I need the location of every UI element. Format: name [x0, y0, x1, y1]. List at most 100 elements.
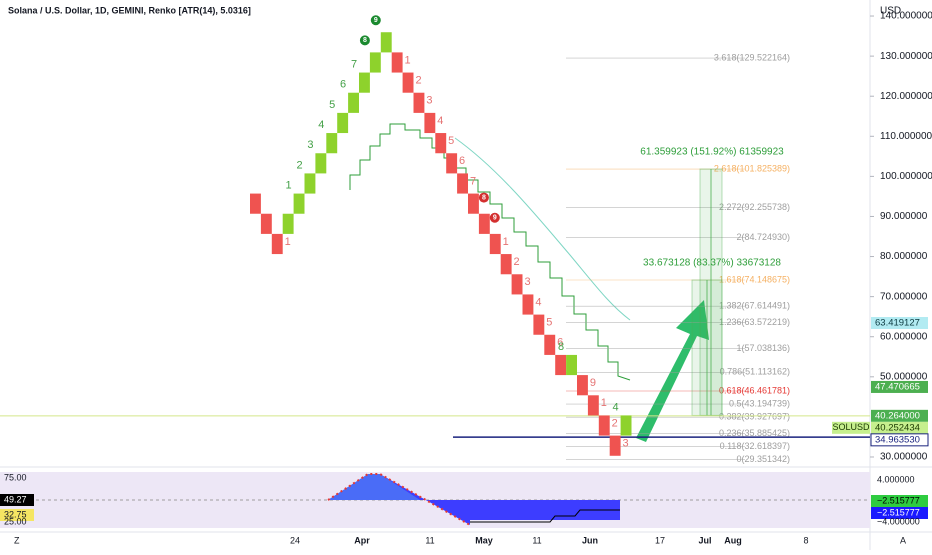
price-tag-label: 40.264000: [875, 410, 920, 421]
fib-label: 0.618(46.461781): [719, 385, 790, 395]
brick: [413, 92, 425, 113]
price-tag: [871, 409, 928, 422]
symbol-tag-label: SOLUSD: [832, 422, 870, 432]
price-tag: [870, 433, 929, 447]
count-marker-label: 8: [482, 194, 486, 201]
fib-label: 0.118(32.618397): [720, 441, 790, 451]
fib-label: 0.786(51.113162): [720, 367, 790, 377]
brick: [260, 213, 272, 234]
price-tag-label: 40.252434: [875, 422, 920, 433]
brick: [620, 415, 632, 436]
brick: [500, 254, 512, 275]
indicator-signal: [327, 473, 471, 526]
fib-label: 1.618(74.148675): [719, 274, 790, 284]
price-tag: [871, 317, 928, 330]
fib-label: 2(84.724930): [736, 232, 790, 242]
price-tag-label: 47.470665: [875, 381, 920, 392]
fib-label: 2.618(101.825389): [714, 163, 790, 173]
count-marker-label: 9: [374, 17, 378, 24]
count-label: 4: [535, 296, 541, 308]
indicator-tag: [871, 507, 928, 519]
price-tag: [871, 421, 928, 434]
fib-label: 1(57.038136): [736, 343, 790, 353]
brick: [457, 173, 468, 194]
y-tick-label: 70.000000: [880, 291, 928, 302]
indicator-area: [328, 474, 420, 500]
count-label: 7: [470, 175, 476, 187]
count-label: 2: [612, 417, 618, 429]
brick: [522, 294, 534, 315]
brick: [577, 375, 588, 396]
count-label: 4: [613, 401, 619, 413]
corner-label: Z: [14, 535, 20, 545]
price-tag: [871, 380, 928, 393]
brick: [402, 72, 414, 93]
fib-label: 3.618(129.522164): [714, 52, 790, 62]
brick: [391, 52, 403, 73]
brick: [555, 354, 567, 376]
brick: [337, 112, 349, 134]
brick: [271, 233, 283, 255]
y-tick-label: 90.000000: [880, 211, 928, 222]
brick: [315, 153, 327, 174]
indicator-left-label: 75.00: [4, 472, 27, 482]
brick: [489, 233, 501, 255]
x-tick-label: 17: [655, 535, 665, 545]
brick: [511, 274, 523, 295]
count-label: 4: [318, 119, 324, 131]
brick: [533, 314, 545, 335]
count-label: 2: [514, 256, 520, 268]
fib-label: 1.236(63.572219): [719, 317, 790, 327]
count-label: 1: [286, 179, 292, 191]
brick: [424, 112, 436, 134]
currency: USD: [880, 6, 901, 17]
count-label: 8: [558, 341, 564, 353]
fib-label: 2.272(92.255738): [719, 202, 790, 212]
y-tick-label: 100.000000: [880, 171, 932, 182]
x-tick-label: Jun: [582, 535, 598, 545]
count-label: 2: [415, 74, 421, 86]
price-tag-label: 34.963530: [875, 434, 920, 445]
count-marker-label: 8: [363, 37, 367, 44]
brick: [348, 92, 359, 113]
brick: [250, 193, 261, 214]
brick: [304, 173, 316, 194]
x-tick-label: Apr: [354, 535, 370, 545]
count-label: 5: [329, 99, 335, 111]
moving-average: [454, 137, 631, 321]
indicator-right-label: 4.000000: [877, 474, 915, 484]
count-label: 5: [448, 135, 454, 147]
count-label: 3: [623, 438, 629, 450]
brick: [587, 395, 599, 416]
brick: [478, 213, 490, 234]
brick: [609, 435, 621, 456]
indicator-line: [470, 509, 620, 523]
y-tick-label: 130.000000: [880, 51, 932, 62]
count-label: 3: [524, 276, 530, 288]
price-tag-label: 63.419127: [875, 318, 920, 329]
count-label: 1: [285, 236, 291, 248]
indicator-right-label: −2.515777: [877, 507, 920, 517]
count-label: 7: [351, 58, 357, 70]
fib-label: 0.382(39.927697): [719, 412, 790, 422]
indicator-tag: [0, 494, 34, 506]
indicator-left-label: 25.00: [4, 516, 27, 526]
count-label: 3: [426, 95, 432, 107]
count-marker: [359, 35, 370, 46]
brick: [598, 415, 610, 436]
x-tick-label: Aug: [724, 535, 742, 545]
fib-label: 0(29.351342): [736, 454, 790, 464]
indicator-area: [328, 474, 620, 525]
x-tick-label: Jul: [698, 535, 711, 545]
count-label: 1: [601, 397, 607, 409]
brick: [359, 72, 370, 93]
brick: [446, 153, 458, 174]
indicator-tag: [0, 509, 34, 521]
indicator-right-label: −4.000000: [877, 516, 920, 526]
y-tick-label: 80.000000: [880, 251, 928, 262]
x-tick-label: 11: [425, 535, 434, 545]
brick: [326, 133, 338, 154]
chart-title: Solana / U.S. Dollar, 1D, GEMINI, Renko …: [8, 5, 251, 15]
brick: [566, 354, 577, 376]
